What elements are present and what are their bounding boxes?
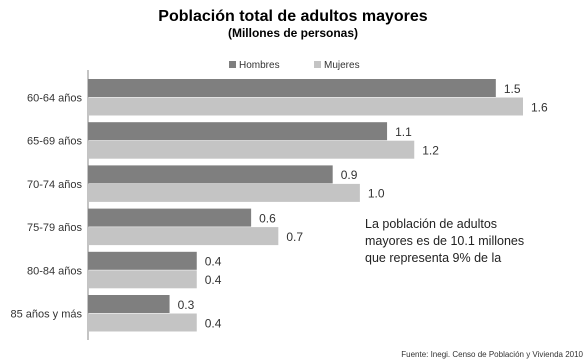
bar-hombres (88, 251, 197, 270)
value-label-mujeres: 1.0 (368, 187, 385, 201)
value-label-mujeres: 1.6 (531, 100, 548, 114)
bar-mujeres (88, 97, 523, 116)
legend: Hombres Mujeres (229, 60, 360, 71)
bar-mujeres (88, 140, 415, 159)
bar-hombres (88, 165, 333, 184)
bar-hombres (88, 295, 170, 313)
category-label: 80-84 años (27, 265, 83, 277)
bar-mujeres (88, 227, 279, 246)
category-label: 70-74 años (27, 179, 83, 191)
annotation-line-3: que representa 9% de la (365, 251, 501, 265)
bar-mujeres (88, 183, 360, 202)
value-label-hombres: 1.1 (395, 125, 412, 139)
source-note: Fuente: Inegi. Censo de Población y Vivi… (401, 350, 583, 359)
value-label-hombres: 0.9 (341, 168, 358, 182)
value-label-mujeres: 0.4 (205, 316, 222, 330)
value-label-mujeres: 0.4 (205, 273, 222, 287)
value-labels: 1.5 1.6 1.1 1.2 0.9 1.0 0.6 0.7 0.4 0.4 0.3 0.4 (178, 82, 548, 331)
legend-swatch-mujeres (314, 61, 321, 68)
value-label-hombres: 0.6 (259, 211, 276, 225)
legend-label-hombres: Hombres (239, 60, 280, 71)
value-label-hombres: 0.3 (178, 298, 195, 312)
bar-hombres (88, 79, 496, 97)
value-label-mujeres: 1.2 (422, 143, 439, 157)
chart-title: Población total de adultos mayores (158, 8, 427, 25)
legend-label-mujeres: Mujeres (324, 60, 360, 71)
bar-hombres (88, 122, 388, 141)
bars (88, 79, 523, 332)
bar-mujeres (88, 313, 197, 332)
value-label-hombres: 0.4 (205, 255, 222, 269)
category-label: 85 años y más (10, 309, 82, 321)
chart-subtitle: (Millones de personas) (228, 26, 358, 40)
bar-hombres (88, 208, 252, 227)
legend-swatch-hombres (229, 61, 236, 68)
category-label: 60-64 años (27, 93, 83, 105)
value-label-mujeres: 0.7 (286, 230, 303, 244)
value-label-hombres: 1.5 (504, 82, 521, 96)
category-labels: 60-64 años 65-69 años 70-74 años 75-79 años… (10, 93, 82, 321)
bar-mujeres (88, 270, 197, 289)
annotation-line-1: La población de adultos (365, 217, 497, 231)
annotation-line-2: mayores es de 10.1 millones (365, 234, 524, 248)
category-label: 75-79 años (27, 222, 83, 234)
category-label: 65-69 años (27, 136, 83, 148)
